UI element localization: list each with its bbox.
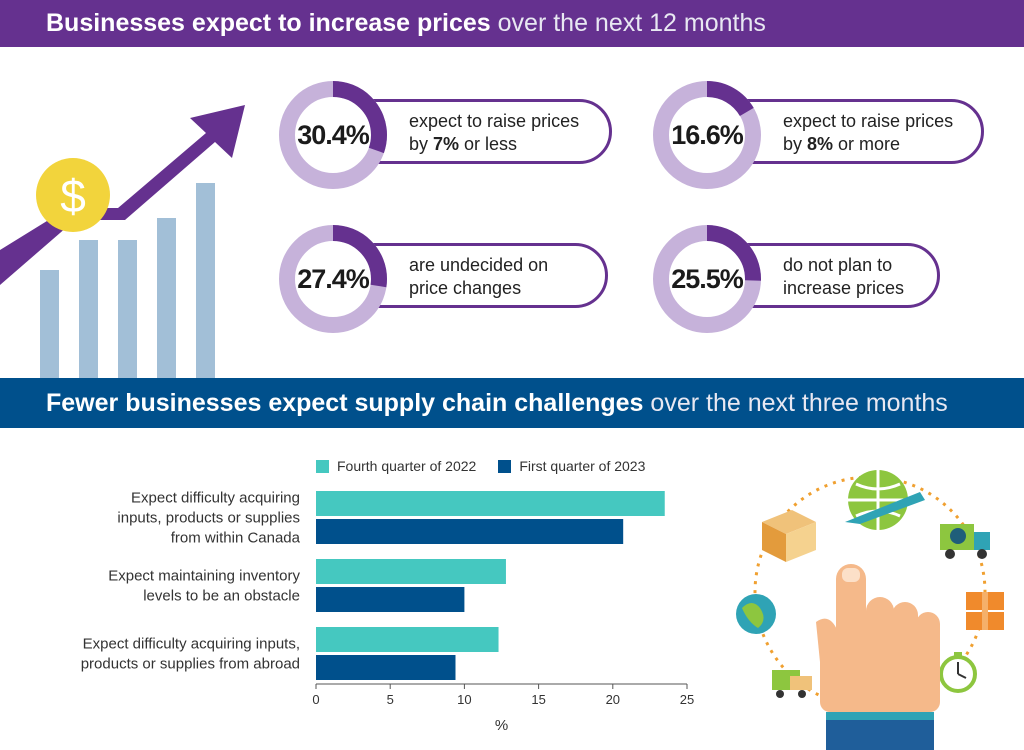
category-label: Expect difficulty acquiring: [131, 490, 300, 507]
illustration-bar: [118, 240, 137, 380]
stat-card: expect to raise prices by 7% or less 30.…: [278, 80, 618, 190]
boxes-stack-icon: [966, 592, 1004, 630]
section-title-bold: Fewer businesses expect supply chain cha…: [46, 388, 644, 417]
growth-chart-illustration: $: [0, 105, 245, 380]
legend-swatch: [316, 459, 329, 473]
forklift-icon: [772, 670, 812, 698]
category-label: Expect difficulty acquiring inputs,: [83, 636, 300, 653]
legend-label: Fourth quarter of 2022: [337, 458, 477, 474]
bar: [316, 627, 499, 652]
x-tick-label: 5: [387, 692, 394, 707]
bar: [316, 655, 456, 680]
dollar-coin-icon: [36, 158, 110, 232]
category-label: levels to be an obstacle: [143, 588, 300, 605]
donut-segment: [279, 81, 387, 189]
header-banner: Businesses expect to increase prices ove…: [0, 0, 1024, 47]
x-tick-label: 15: [531, 692, 545, 707]
growth-arrow-icon: [0, 105, 245, 285]
header-title-light: over the next 12 months: [497, 9, 766, 37]
globe-plane-icon: [845, 470, 925, 530]
bar: [316, 559, 506, 584]
legend-label: First quarter of 2023: [519, 458, 646, 474]
stat-percentage: 16.6%: [671, 120, 744, 150]
stopwatch-icon: [939, 652, 977, 693]
stat-percentage: 25.5%: [671, 264, 744, 294]
stat-line1: are undecided on: [409, 255, 549, 275]
donut-ring: [279, 81, 387, 189]
x-tick-label: 0: [312, 692, 319, 707]
illustration-bar: [40, 270, 59, 380]
illustration-bar: [196, 183, 215, 380]
stat-card: expect to raise prices by 8% or more 16.…: [652, 80, 992, 190]
stat-card: do not plan to increase prices 25.5%: [652, 224, 992, 334]
stat-line2: by 8% or more: [783, 134, 901, 154]
category-label: Expect maintaining inventory: [108, 568, 300, 585]
stat-line2: increase prices: [783, 278, 905, 298]
x-tick-label: 10: [457, 692, 471, 707]
x-tick-label: 25: [680, 692, 694, 707]
stat-percentage: 27.4%: [297, 264, 370, 294]
supply-chain-bar-chart: Expect difficulty acquiring inputs, produ…: [81, 490, 695, 735]
category-label: inputs, products or supplies: [117, 510, 300, 527]
donut-ring: [279, 225, 387, 333]
donut-ring: [653, 225, 761, 333]
pointing-hand-icon: [816, 564, 940, 750]
category-label: products or supplies from abroad: [81, 656, 300, 673]
x-axis-label: %: [495, 717, 508, 734]
donut-segment: [653, 81, 761, 189]
donut-segment: [653, 225, 761, 333]
category-label: from within Canada: [171, 530, 301, 547]
donut-ring: [653, 81, 761, 189]
stat-card: are undecided on price changes 27.4%: [278, 224, 618, 334]
legend-item: Fourth quarter of 2022: [316, 458, 476, 474]
box-icon: [762, 510, 816, 562]
donut-segment: [279, 225, 387, 333]
stat-line2: price changes: [409, 278, 522, 298]
header-title-bold: Businesses expect to increase prices: [46, 9, 491, 37]
illustration-bar: [157, 218, 176, 380]
legend-swatch: [498, 459, 512, 473]
legend-item: First quarter of 2023: [498, 458, 645, 474]
bar: [316, 587, 465, 612]
illustration-bar: [79, 240, 98, 380]
delivery-truck-icon: [940, 524, 990, 559]
stat-line1: expect to raise prices: [783, 111, 954, 131]
bar: [316, 519, 624, 544]
supply-chain-illustration: [736, 470, 1004, 750]
section-banner: Fewer businesses expect supply chain cha…: [0, 378, 1024, 428]
earth-icon: [736, 594, 776, 634]
section-title-light: over the next three months: [650, 388, 948, 417]
chart-legend: Fourth quarter of 2022 First quarter of …: [316, 458, 645, 474]
stat-percentage: 30.4%: [297, 120, 370, 150]
dollar-sign-icon: $: [60, 170, 86, 222]
x-tick-label: 20: [606, 692, 620, 707]
stat-line1: expect to raise prices: [409, 111, 580, 131]
stat-line1: do not plan to: [783, 255, 893, 275]
bar: [316, 491, 665, 516]
stat-line2: by 7% or less: [409, 134, 518, 154]
